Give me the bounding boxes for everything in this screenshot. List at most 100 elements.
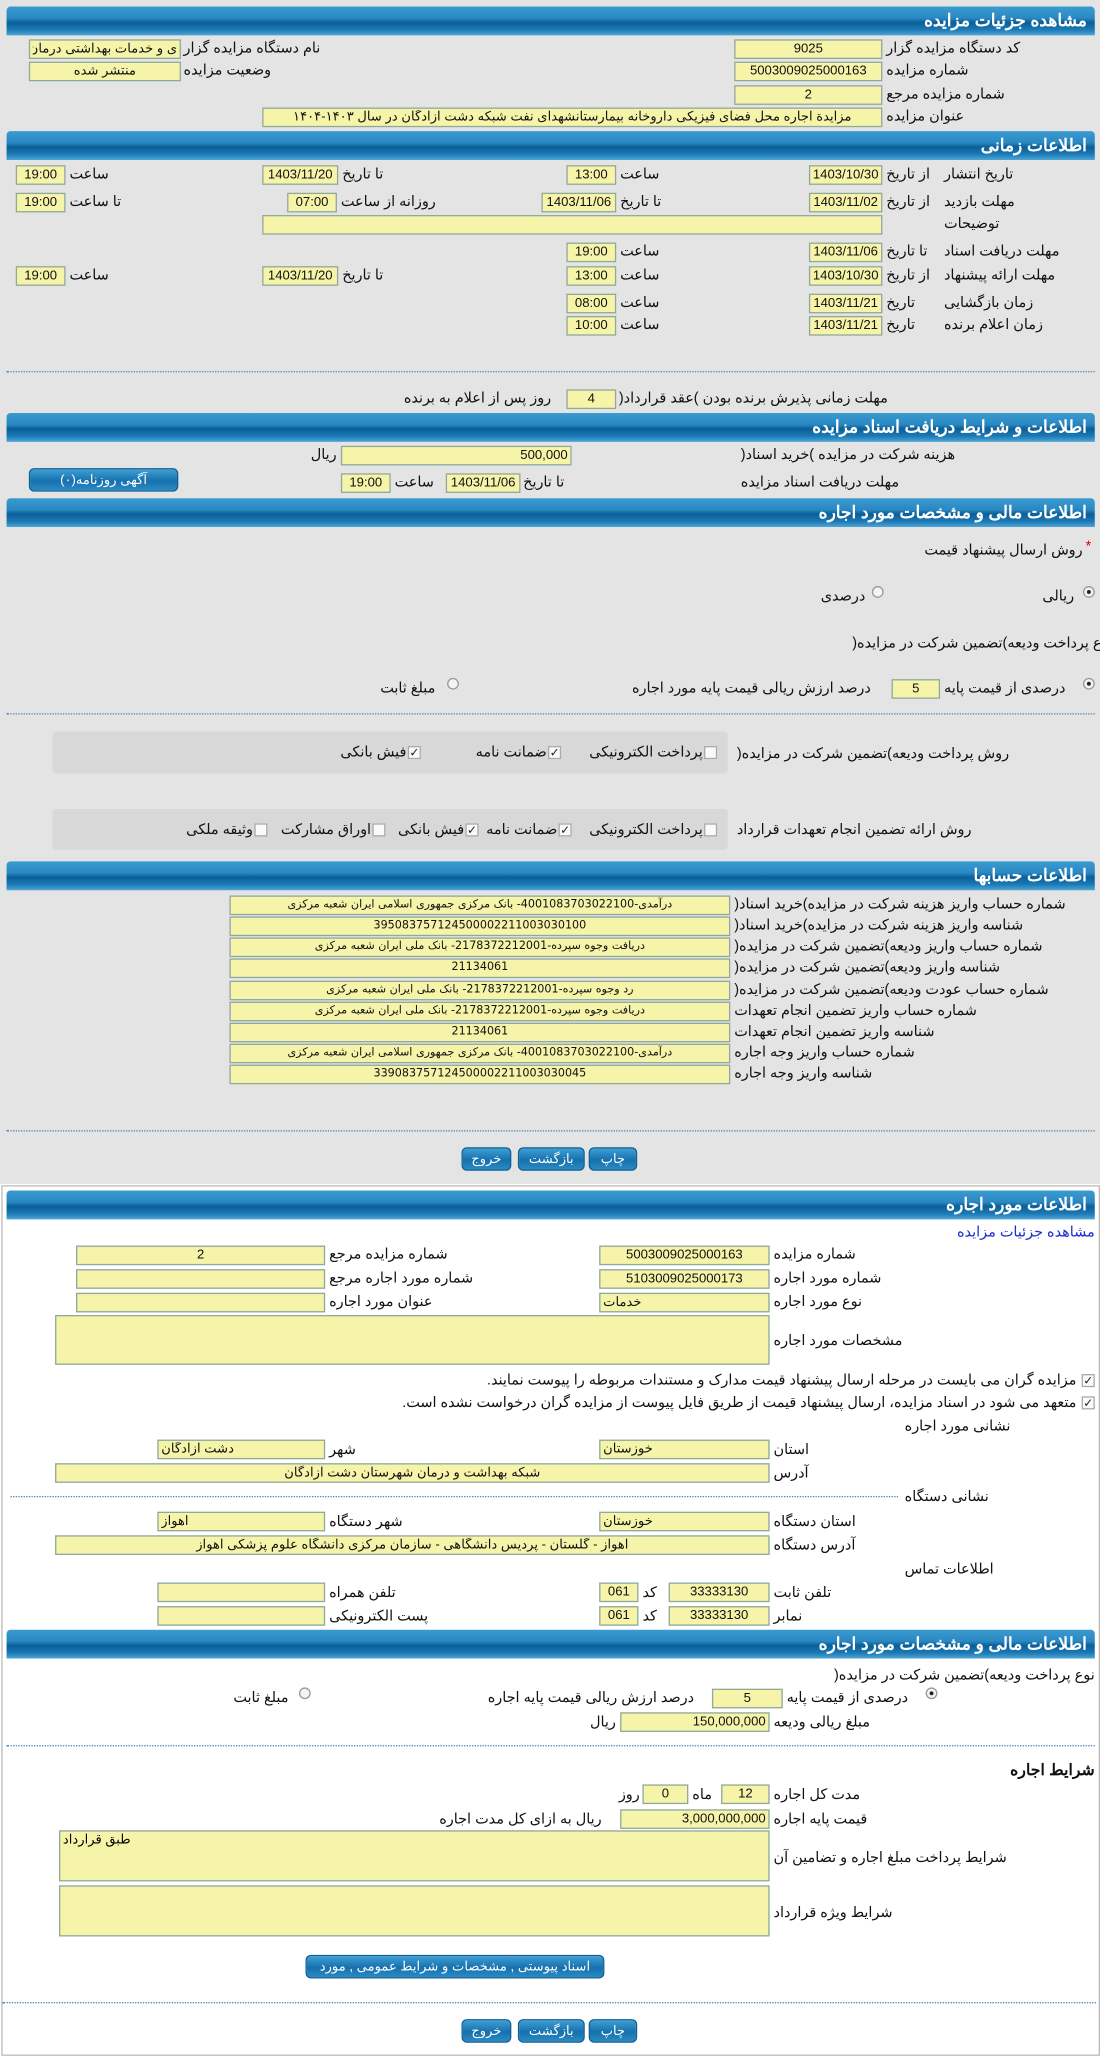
percent-base-radio[interactable] [1082, 677, 1095, 690]
province-field[interactable] [599, 1439, 770, 1460]
auction-subject-field[interactable] [262, 107, 883, 128]
visit-to-time[interactable] [15, 192, 66, 213]
auction-number-field[interactable] [734, 61, 883, 82]
offer-from-date[interactable] [808, 266, 883, 286]
offer-from-time[interactable] [566, 266, 617, 286]
to-hour-label: تا ساعت [69, 194, 122, 210]
offer-to-time[interactable] [15, 266, 66, 286]
no-file-checkbox[interactable]: ✓ [1081, 1396, 1095, 1410]
rial-label: ریال [310, 447, 337, 463]
lease-type-field[interactable] [599, 1292, 770, 1313]
org-code-field[interactable] [734, 39, 883, 59]
address-field[interactable] [55, 1463, 770, 1483]
lease-number-field[interactable] [599, 1269, 770, 1289]
org-address-field[interactable] [55, 1535, 770, 1555]
opening-date[interactable] [808, 293, 883, 314]
ref-number-field[interactable] [734, 85, 883, 105]
doc-time-field[interactable] [340, 473, 391, 493]
ref-number-field[interactable] [76, 1245, 326, 1266]
email-field[interactable] [157, 1606, 326, 1626]
newspaper-ad-button[interactable]: آگهی روزنامه(۰) [28, 468, 179, 492]
back-button[interactable]: بازگشت [517, 1147, 585, 1171]
acceptance-days[interactable] [566, 389, 617, 410]
offer-to-date[interactable] [262, 266, 339, 286]
account-value-field[interactable]: درآمدی-4001083703022100- بانک مرکزی جمهو… [229, 1043, 731, 1064]
mobile-field[interactable] [157, 1582, 326, 1603]
auction-status-field[interactable] [28, 61, 181, 82]
price-method-label: روش ارسال پیشنهاد قیمت [924, 542, 1083, 559]
print-button[interactable]: چاپ [588, 1147, 638, 1171]
method-checkbox[interactable] [704, 823, 718, 837]
rial-radio[interactable] [1082, 586, 1095, 598]
doc-to-date[interactable] [808, 242, 883, 263]
account-label: شماره حساب واریز هزینه شرکت در مزایده)خر… [734, 896, 1066, 913]
special-terms-field[interactable] [58, 1885, 770, 1937]
account-value-field[interactable]: رد وجوه سپرده-2178372212001- بانک ملی ای… [229, 980, 731, 1001]
account-value-field[interactable]: دریافت وجوه سپرده-2178372212001- بانک مل… [229, 937, 731, 958]
percent-field[interactable] [891, 679, 941, 699]
method-checkbox[interactable] [704, 746, 718, 760]
print-button[interactable]: چاپ [588, 2019, 638, 2043]
account-value-field[interactable]: 339083757124500002211003030045 [229, 1064, 731, 1085]
method-checkbox[interactable]: ✓ [407, 746, 421, 760]
method-checkbox[interactable] [254, 823, 268, 837]
publish-from-time[interactable] [566, 165, 617, 185]
days-field[interactable] [642, 1784, 689, 1805]
lease-type-label: نوع مورد اجاره [773, 1294, 863, 1310]
payment-terms-field[interactable]: طبق قرارداد [58, 1830, 770, 1882]
opening-time[interactable] [566, 293, 617, 314]
percent-base-radio[interactable] [925, 1687, 938, 1700]
org-province-field[interactable] [599, 1511, 770, 1532]
base-price-field[interactable] [620, 1809, 770, 1829]
attachments-button[interactable]: اسناد پیوستی , مشخصات و شرایط عمومی , مو… [305, 1954, 605, 1998]
visit-daily-time[interactable] [287, 192, 337, 213]
phone-code-field[interactable] [599, 1582, 639, 1603]
deposit-amount-field[interactable] [620, 1712, 770, 1732]
exit-button[interactable]: خروج [461, 2019, 512, 2043]
auction-details-link[interactable]: مشاهده جزئیات مزایده [956, 1224, 1095, 1241]
description-field[interactable] [262, 215, 883, 235]
lease-title-field[interactable] [76, 1292, 326, 1313]
visit-to-date[interactable] [541, 192, 617, 213]
months-field[interactable] [721, 1784, 770, 1805]
acceptance-suffix: روز پس از اعلام به برنده [403, 390, 552, 407]
account-value-field[interactable]: 21134061 [229, 958, 731, 979]
doc-to-time[interactable] [566, 242, 617, 263]
lease-ref-field[interactable] [76, 1269, 326, 1289]
doc-date-field[interactable] [445, 473, 521, 493]
method-checkbox[interactable] [372, 823, 386, 837]
percent-radio[interactable] [871, 586, 884, 598]
phone-field[interactable] [668, 1582, 770, 1603]
auction-number-field[interactable] [599, 1245, 770, 1266]
account-value-field[interactable]: درآمدی-4001083703022100- بانک مرکزی جمهو… [229, 895, 731, 916]
account-label: شناسه واریز تضمین انجام تعهدات [734, 1023, 935, 1040]
account-value-field[interactable]: 395083757124500002211003030100 [229, 916, 731, 937]
org-city-field[interactable] [157, 1511, 326, 1532]
no-file-text: متعهد می شود در اسناد مزایده، ارسال پیشن… [402, 1395, 1077, 1411]
fixed-amount-radio[interactable] [447, 677, 459, 690]
back-button[interactable]: بازگشت [517, 2019, 585, 2043]
visit-from-date[interactable] [808, 192, 883, 213]
account-value-field[interactable]: 21134061 [229, 1022, 731, 1043]
method-checkbox[interactable]: ✓ [548, 746, 562, 760]
fax-field[interactable] [668, 1606, 770, 1626]
publish-to-time[interactable] [15, 165, 66, 185]
org-name-field[interactable] [28, 39, 181, 59]
lease-spec-field[interactable] [55, 1315, 770, 1365]
fee-field[interactable] [340, 445, 572, 466]
fax-code-field[interactable] [599, 1606, 639, 1626]
winner-time[interactable] [566, 315, 617, 336]
publish-to-date[interactable] [262, 165, 339, 185]
publish-from-date[interactable] [808, 165, 883, 185]
hour-label: ساعت [620, 294, 660, 311]
city-field[interactable] [157, 1439, 326, 1460]
account-value-field[interactable]: دریافت وجوه سپرده-2178372212001- بانک مل… [229, 1001, 731, 1022]
section-header-financial-2: اطلاعات مالی و مشخصات مورد اجاره [6, 1629, 1095, 1659]
exit-button[interactable]: خروج [461, 1147, 512, 1171]
method-checkbox[interactable]: ✓ [465, 823, 479, 837]
fixed-amount-radio[interactable] [298, 1687, 311, 1700]
winner-date[interactable] [808, 315, 883, 336]
attach-docs-checkbox[interactable]: ✓ [1081, 1374, 1095, 1388]
method-checkbox[interactable]: ✓ [558, 823, 572, 837]
percent-field[interactable] [711, 1688, 783, 1709]
